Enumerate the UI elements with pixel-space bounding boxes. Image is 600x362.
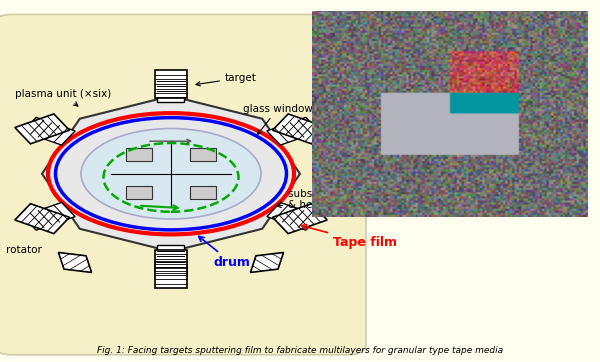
Bar bbox=[157, 245, 184, 272]
Text: drum: drum bbox=[199, 236, 250, 269]
Bar bbox=[272, 204, 327, 233]
Polygon shape bbox=[42, 96, 300, 252]
Bar bbox=[157, 75, 185, 102]
Bar bbox=[126, 186, 152, 199]
Bar bbox=[23, 117, 75, 145]
Text: Fig. 1: Facing targets sputtering film to fabricate multilayers for granular typ: Fig. 1: Facing targets sputtering film t… bbox=[97, 346, 503, 355]
Bar bbox=[23, 202, 75, 230]
Bar bbox=[15, 204, 70, 233]
Bar bbox=[190, 148, 216, 161]
Polygon shape bbox=[250, 252, 284, 273]
FancyArrowPatch shape bbox=[141, 205, 178, 210]
Bar bbox=[272, 114, 327, 144]
Text: target: target bbox=[196, 73, 257, 86]
Bar bbox=[155, 70, 187, 97]
Bar bbox=[15, 114, 70, 144]
Bar bbox=[267, 202, 319, 230]
Text: Tape film: Tape film bbox=[301, 224, 397, 249]
Text: glass window: glass window bbox=[243, 104, 313, 134]
Ellipse shape bbox=[81, 129, 261, 219]
Polygon shape bbox=[58, 252, 92, 273]
Bar bbox=[190, 186, 216, 199]
Text: plasma unit (×six): plasma unit (×six) bbox=[15, 89, 111, 106]
Text: substrate holder (×four)
& heater: substrate holder (×four) & heater bbox=[277, 188, 415, 210]
FancyArrowPatch shape bbox=[150, 139, 191, 143]
FancyBboxPatch shape bbox=[0, 14, 366, 355]
Text: rotator: rotator bbox=[6, 245, 42, 255]
Bar bbox=[126, 148, 152, 161]
Bar bbox=[155, 250, 187, 277]
Bar bbox=[267, 117, 319, 145]
Bar bbox=[155, 262, 187, 288]
